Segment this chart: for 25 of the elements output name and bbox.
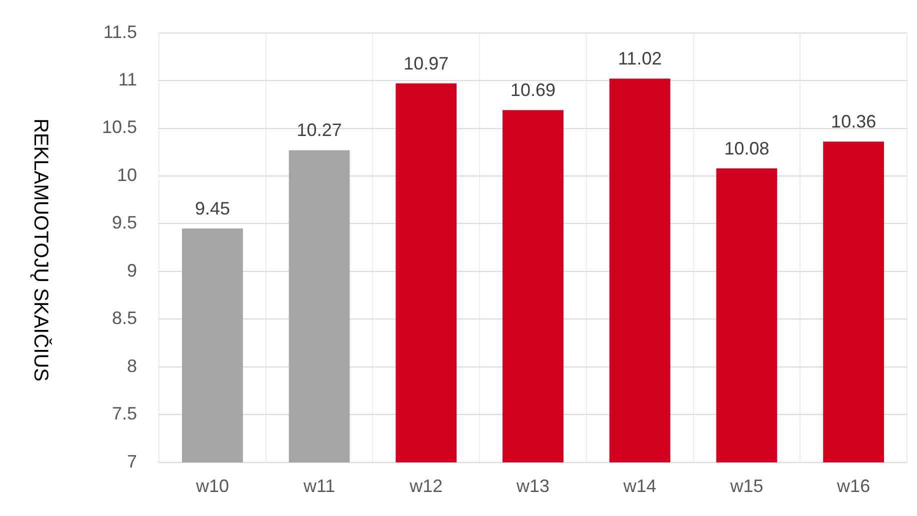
data-label: 10.97: [404, 53, 449, 74]
x-tick-label: w10: [194, 476, 229, 496]
y-tick-label: 10: [117, 164, 138, 185]
data-label: 10.08: [724, 138, 770, 158]
data-label: 9.45: [194, 198, 230, 218]
x-tick-label: w14: [622, 476, 656, 496]
y-tick-label: 9.5: [112, 212, 138, 233]
x-tick-label: w12: [408, 476, 443, 496]
x-tick-label: w11: [302, 476, 336, 496]
data-label: 10.69: [510, 80, 556, 100]
x-tick-label: w13: [516, 476, 550, 496]
y-tick-label: 10.5: [102, 117, 138, 138]
y-tick-label: 9: [127, 260, 138, 280]
y-tick-label: 11: [118, 70, 138, 90]
data-label: 11.02: [618, 48, 662, 69]
y-tick-label: 8: [127, 356, 138, 376]
x-tick-label: w16: [836, 476, 870, 496]
y-axis-title: REKLAMUOTOJŲ SKAIČIUS: [28, 118, 52, 382]
data-label: 10.27: [296, 120, 342, 140]
y-tick-label: 11.5: [103, 22, 138, 42]
y-tick-label: 7: [127, 451, 138, 472]
data-label: 10.36: [831, 112, 876, 132]
y-tick-label: 7.5: [112, 404, 138, 424]
y-tick-label: 8.5: [112, 308, 138, 328]
x-tick-label: w15: [729, 476, 764, 496]
